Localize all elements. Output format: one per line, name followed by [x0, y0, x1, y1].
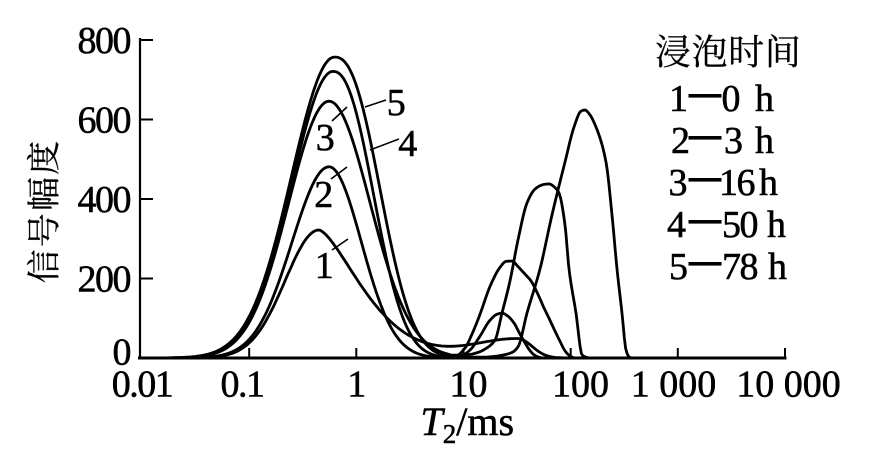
svg-text:800: 800 — [78, 20, 131, 62]
svg-text:200: 200 — [78, 259, 131, 301]
svg-text:100: 100 — [552, 364, 609, 406]
svg-text:2: 2 — [314, 174, 332, 216]
svg-text:50: 50 — [722, 204, 758, 246]
svg-text:0.1: 0.1 — [221, 364, 264, 406]
svg-text:h: h — [755, 120, 774, 162]
svg-text:0: 0 — [113, 332, 131, 374]
svg-text:16: 16 — [719, 162, 755, 204]
svg-text:h: h — [759, 162, 778, 204]
svg-text:T2/ms: T2/ms — [421, 399, 515, 449]
svg-text:4: 4 — [667, 204, 686, 246]
svg-text:10: 10 — [450, 364, 488, 406]
svg-text:3: 3 — [669, 162, 687, 204]
svg-text:0: 0 — [722, 78, 740, 120]
svg-text:0.01: 0.01 — [112, 364, 173, 406]
svg-text:1 000: 1 000 — [631, 364, 717, 406]
svg-text:10 000: 10 000 — [736, 364, 841, 406]
svg-text:3: 3 — [316, 117, 334, 159]
svg-text:h: h — [755, 78, 774, 120]
svg-text:1: 1 — [315, 245, 333, 287]
svg-text:h: h — [767, 204, 786, 246]
svg-text:3: 3 — [724, 120, 742, 162]
svg-text:400: 400 — [78, 179, 131, 221]
svg-text:600: 600 — [78, 100, 131, 142]
svg-text:1: 1 — [669, 78, 687, 120]
svg-text:78: 78 — [722, 246, 758, 288]
svg-text:4: 4 — [398, 123, 417, 165]
svg-text:5: 5 — [387, 82, 405, 124]
svg-text:1: 1 — [347, 364, 365, 406]
svg-text:h: h — [768, 246, 787, 288]
svg-text:5: 5 — [669, 246, 687, 288]
svg-text:2: 2 — [671, 120, 689, 162]
